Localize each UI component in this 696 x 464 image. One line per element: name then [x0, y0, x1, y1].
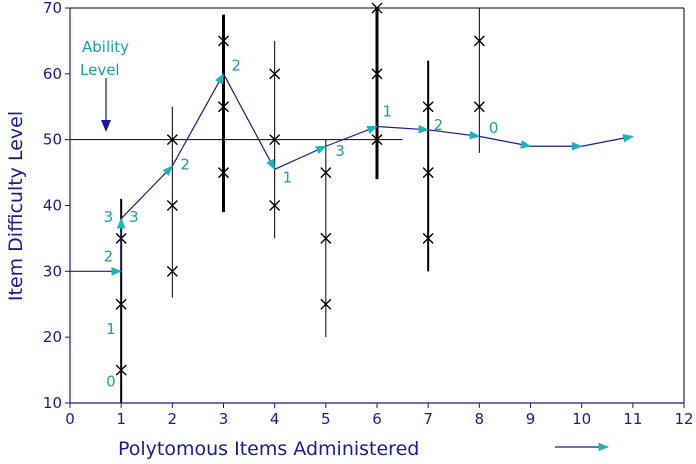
x-tick-label: 5 — [321, 410, 331, 428]
response-label: 0 — [106, 373, 116, 391]
response-label: 3 — [335, 142, 345, 160]
category-difficulty-marker — [422, 101, 434, 113]
y-axis-title: Item Difficulty Level — [5, 111, 27, 301]
y-tick-label: 70 — [43, 0, 62, 17]
ability-path-segment — [171, 72, 225, 167]
ability-path-segment — [428, 129, 481, 140]
ability-path-segment — [376, 124, 430, 134]
ability-label-line2: Level — [80, 61, 120, 79]
response-label: 1 — [382, 103, 392, 121]
y-tick-label: 30 — [43, 262, 62, 280]
category-difficulty-marker — [473, 35, 485, 47]
category-difficulty-marker — [371, 134, 383, 146]
category-difficulty-marker — [320, 298, 332, 310]
ability-path-segment — [479, 135, 532, 149]
response-label: 1 — [106, 320, 116, 338]
x-tick-label: 1 — [116, 410, 126, 428]
category-difficulty-marker — [320, 232, 332, 244]
category-difficulty-marker — [218, 167, 229, 179]
ability-path-segment — [274, 145, 327, 170]
category-difficulty-marker — [218, 35, 229, 47]
y-tick-label: 40 — [43, 197, 62, 215]
ability-path-segment — [325, 125, 379, 147]
response-label: 2 — [232, 57, 242, 75]
response-label: 0 — [489, 119, 499, 137]
x-tick-label: 0 — [65, 410, 75, 428]
x-tick-label: 12 — [674, 410, 693, 428]
y-tick-label: 10 — [43, 394, 62, 412]
response-label: 3 — [129, 208, 139, 226]
response-label: 3 — [104, 208, 114, 226]
x-tick-label: 6 — [372, 410, 382, 428]
x-axis-title: Polytomous Items Administered — [118, 438, 419, 460]
category-difficulty-marker — [115, 364, 127, 376]
category-difficulty-marker — [320, 167, 332, 179]
category-difficulty-marker — [269, 68, 281, 80]
x-tick-label: 3 — [219, 410, 229, 428]
category-difficulty-marker — [422, 232, 434, 244]
ability-path-segment — [120, 165, 174, 220]
y-tick-label: 20 — [43, 328, 62, 346]
category-difficulty-marker — [473, 101, 485, 113]
x-tick-label: 2 — [168, 410, 178, 428]
x-tick-label: 11 — [623, 410, 642, 428]
response-label: 2 — [434, 116, 444, 134]
ability-path-segment — [222, 73, 276, 171]
ability-path-segment — [581, 133, 634, 147]
category-difficulty-marker — [218, 101, 229, 113]
category-difficulty-marker — [115, 232, 127, 244]
x-tick-label: 10 — [572, 410, 591, 428]
ability-pointer-head — [101, 120, 111, 132]
category-difficulty-marker — [166, 134, 178, 146]
category-difficulty-marker — [269, 134, 281, 146]
response-label: 1 — [283, 168, 293, 186]
category-difficulty-marker — [371, 68, 383, 80]
x-tick-label: 7 — [423, 410, 433, 428]
y-tick-label: 50 — [43, 131, 62, 149]
y-tick-label: 60 — [43, 65, 62, 83]
x-tick-label: 8 — [475, 410, 485, 428]
ability-label-line1: Ability — [82, 38, 129, 56]
category-difficulty-marker — [422, 167, 434, 179]
category-difficulty-marker — [166, 265, 178, 277]
x-tick-label: 4 — [270, 410, 280, 428]
category-difficulty-marker — [166, 200, 178, 211]
x-tick-label: 9 — [526, 410, 536, 428]
category-difficulty-marker — [269, 200, 281, 211]
response-label: 2 — [180, 155, 190, 173]
category-difficulty-marker — [115, 298, 127, 310]
response-label: 2 — [104, 247, 114, 265]
